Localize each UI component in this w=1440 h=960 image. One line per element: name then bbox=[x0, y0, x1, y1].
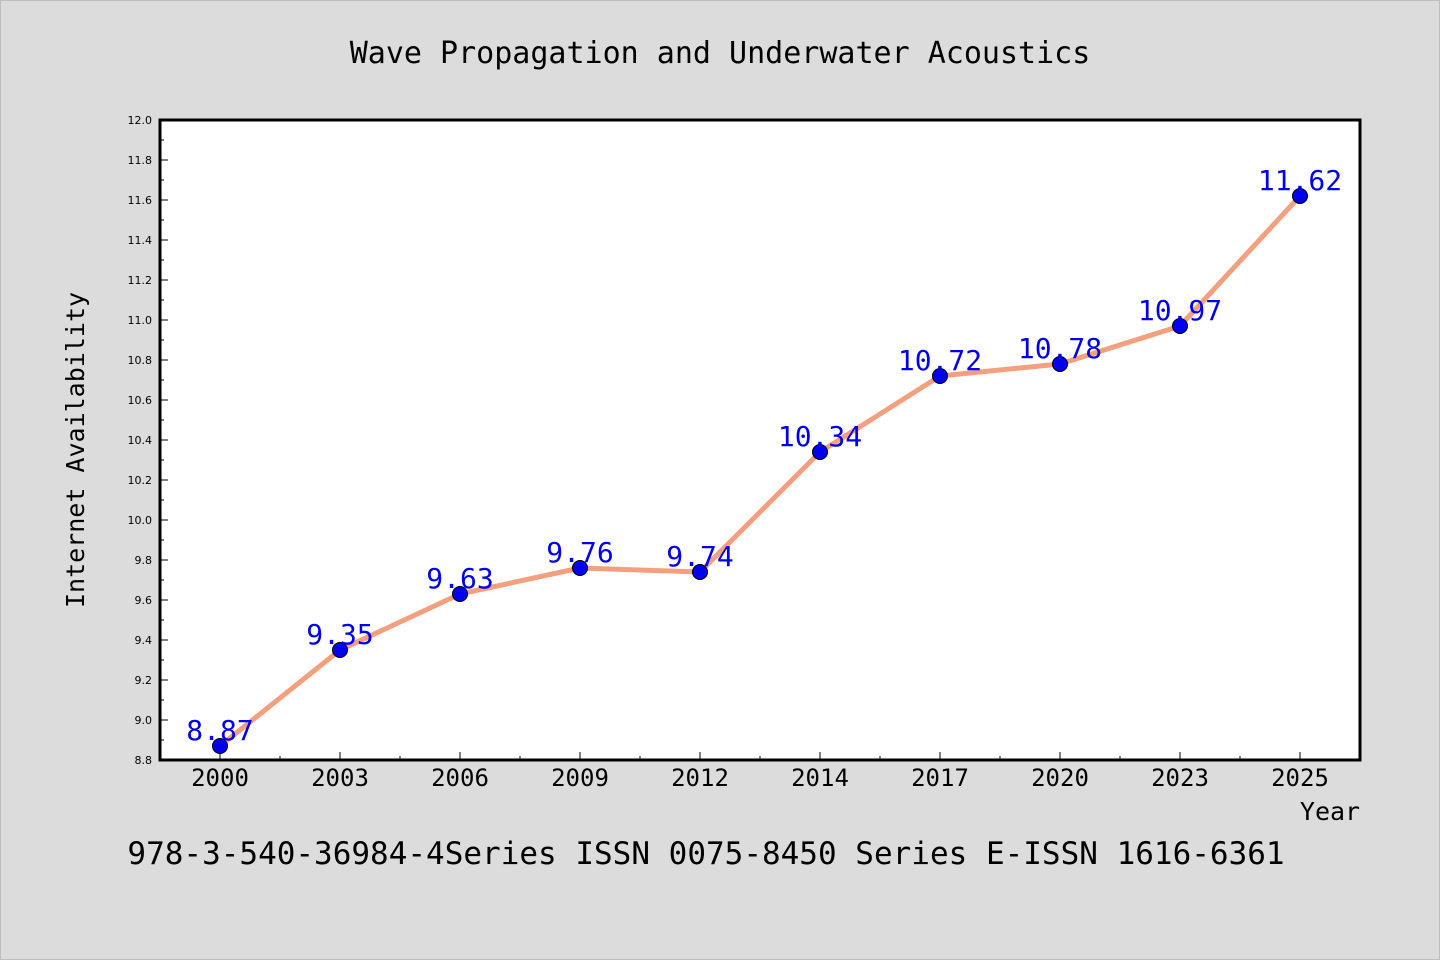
series-line bbox=[217, 193, 1303, 749]
x-tick-label: 2020 bbox=[1031, 764, 1089, 792]
data-point bbox=[932, 368, 948, 384]
y-axis-label: Internet Availability bbox=[61, 292, 90, 608]
data-label: 10.97 bbox=[1138, 294, 1222, 327]
x-tick-label: 2000 bbox=[191, 764, 249, 792]
x-tick-label: 2025 bbox=[1271, 764, 1329, 792]
data-point bbox=[212, 738, 228, 754]
y-tick-label: 10.6 bbox=[128, 394, 153, 407]
y-tick-label: 10.0 bbox=[128, 514, 153, 527]
y-tick-label: 10.4 bbox=[128, 434, 153, 447]
y-tick-label: 11.6 bbox=[128, 194, 153, 207]
x-tick-label: 2023 bbox=[1151, 764, 1209, 792]
data-label: 9.76 bbox=[546, 536, 613, 569]
data-point bbox=[332, 642, 348, 658]
data-label: 9.63 bbox=[426, 562, 493, 595]
y-tick-label: 9.6 bbox=[135, 594, 153, 607]
data-point bbox=[1172, 318, 1188, 334]
y-tick-label: 8.8 bbox=[135, 754, 153, 767]
y-tick-label: 9.2 bbox=[135, 674, 153, 687]
x-tick-label: 2014 bbox=[791, 764, 849, 792]
data-point bbox=[812, 444, 828, 460]
y-tick-label: 10.2 bbox=[128, 474, 153, 487]
x-axis-ticks: 2000 2003 2006 2009 2012 2014 2017 2020 2023 2025 bbox=[191, 752, 1329, 792]
footer-isbn-issn: 978-3-540-36984-4Series ISSN 0075-8450 S… bbox=[127, 836, 1284, 872]
plot-frame bbox=[158, 118, 1362, 762]
data-point bbox=[692, 564, 708, 580]
data-label: 10.72 bbox=[898, 344, 982, 377]
x-tick-label: 2012 bbox=[671, 764, 729, 792]
data-label: 9.74 bbox=[666, 540, 733, 573]
plot-area bbox=[160, 120, 1360, 760]
y-tick-label: 9.8 bbox=[135, 554, 153, 567]
x-tick-label: 2006 bbox=[431, 764, 489, 792]
data-label: 10.78 bbox=[1018, 332, 1102, 365]
data-point bbox=[452, 586, 468, 602]
y-tick-label: 12.0 bbox=[128, 114, 153, 127]
data-labels: 8.87 9.35 9.63 9.76 9.74 10.34 10.72 10.78 10.97… bbox=[186, 164, 1342, 747]
data-label: 8.87 bbox=[186, 714, 253, 747]
y-tick-label: 10.8 bbox=[128, 354, 153, 367]
y-tick-label: 11.4 bbox=[128, 234, 153, 247]
x-axis-label: Year bbox=[1300, 797, 1360, 826]
data-point bbox=[1052, 356, 1068, 372]
data-point bbox=[1292, 188, 1308, 204]
data-label: 9.35 bbox=[306, 618, 373, 651]
y-tick-label: 9.4 bbox=[135, 634, 153, 647]
y-tick-label: 9.0 bbox=[135, 714, 153, 727]
data-markers bbox=[212, 188, 1308, 754]
data-point bbox=[572, 560, 588, 576]
y-tick-label: 11.0 bbox=[128, 314, 153, 327]
x-tick-label: 2009 bbox=[551, 764, 609, 792]
data-label: 10.34 bbox=[778, 420, 862, 453]
y-tick-label: 11.2 bbox=[128, 274, 153, 287]
data-label: 11.62 bbox=[1258, 164, 1342, 197]
chart-title: Wave Propagation and Underwater Acoustic… bbox=[350, 36, 1091, 71]
x-tick-label: 2017 bbox=[911, 764, 969, 792]
y-tick-label: 11.8 bbox=[128, 154, 153, 167]
x-tick-label: 2003 bbox=[311, 764, 369, 792]
